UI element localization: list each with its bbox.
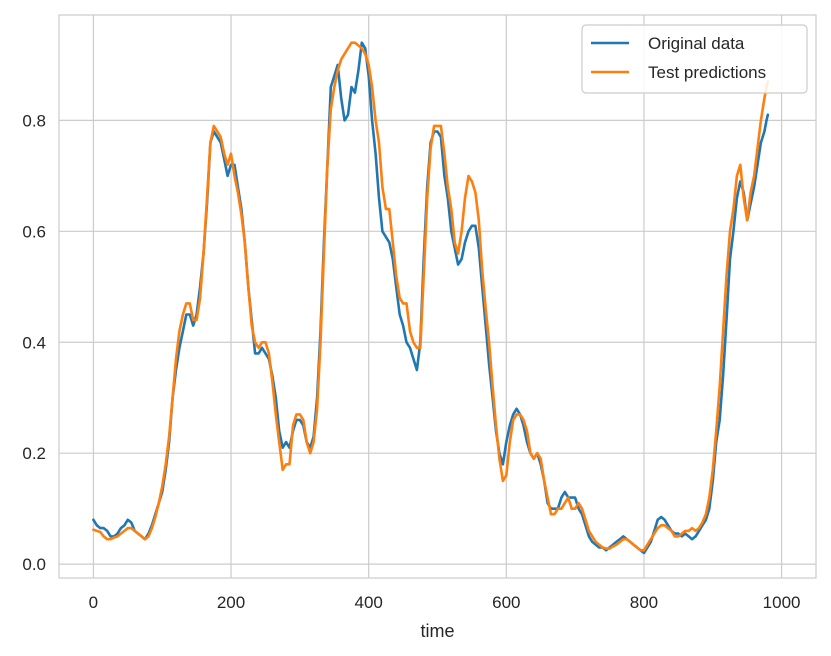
x-axis-label: time [420, 621, 454, 641]
x-tick-label: 600 [492, 593, 520, 612]
plot-area-frame [58, 14, 817, 579]
series-line-2 [92, 41, 770, 552]
x-tick-label: 0 [89, 593, 98, 612]
y-tick-label: 0.4 [22, 333, 46, 352]
grid-lines [59, 15, 816, 578]
y-axis-ticks: 0.0 0.2 0.4 0.6 0.8 [22, 111, 46, 574]
x-tick-label: 800 [630, 593, 658, 612]
legend-box [581, 24, 808, 94]
legend: Original data Test predictions [581, 24, 808, 94]
y-tick-label: 0.8 [22, 111, 46, 130]
legend-label: Original data [648, 34, 745, 53]
y-tick-label: 0.2 [22, 444, 46, 463]
x-axis-ticks: 0 200 400 600 800 1000 [89, 593, 801, 612]
series-layer [92, 41, 770, 555]
x-tick-label: 1000 [763, 593, 801, 612]
x-tick-label: 400 [354, 593, 382, 612]
y-tick-label: 0.0 [22, 555, 46, 574]
x-tick-label: 200 [217, 593, 245, 612]
legend-label: Test predictions [648, 63, 766, 82]
y-tick-label: 0.6 [22, 222, 46, 241]
